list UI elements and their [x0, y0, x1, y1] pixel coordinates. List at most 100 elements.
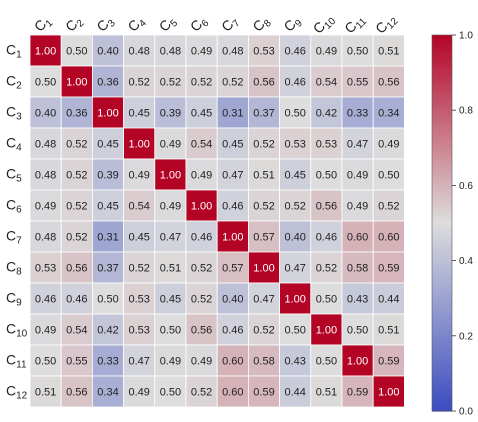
colorbar-gradient-segment [432, 364, 452, 368]
cell-value-label: 0.52 [128, 77, 149, 89]
heatmap-cell [279, 65, 312, 98]
cell-value-label: 0.51 [316, 387, 337, 399]
heatmap-cell [123, 189, 156, 222]
colorbar-gradient-segment [432, 342, 452, 346]
heatmap-cell [372, 220, 405, 253]
colorbar-gradient-segment [432, 63, 452, 67]
cell-value-label: 0.45 [97, 139, 118, 151]
colorbar-gradient-segment [432, 122, 452, 127]
cell-value-label: 0.40 [284, 232, 305, 244]
colorbar-gradient-segment [432, 201, 452, 205]
colorbar-gradient-segment [432, 389, 452, 393]
colorbar-gradient-segment [432, 157, 452, 161]
y-tick-label: C1 [6, 42, 22, 61]
cell-value-label: 0.51 [35, 387, 56, 399]
heatmap-cell [216, 158, 249, 191]
colorbar-gradient-segment [432, 94, 452, 99]
colorbar-gradient-segment [432, 238, 452, 243]
heatmap-cell [372, 282, 405, 315]
cell-value-label: 0.49 [191, 46, 212, 58]
colorbar-gradient-segment [432, 166, 452, 171]
cell-value-label: 0.50 [284, 325, 305, 337]
cell-value-label: 0.49 [378, 139, 399, 151]
cell-value-label: 0.49 [316, 46, 337, 58]
cell-value-label: 0.46 [222, 201, 243, 213]
y-tick-labels: C1 C2 C3 C4 C5 C6 C7 C8 C9 C10 C11 C12 [6, 42, 28, 402]
heatmap-cell [310, 313, 343, 346]
cell-value-label: 0.50 [35, 356, 56, 368]
cell-value-label: 0.36 [97, 77, 118, 89]
heatmap-cell [310, 375, 343, 408]
colorbar-gradient-segment [432, 182, 452, 186]
colorbar-gradient-segment [432, 72, 452, 77]
colorbar-gradient-segment [432, 395, 452, 400]
x-tick-label: C8 [249, 12, 274, 37]
cell-value-label: 0.52 [253, 139, 274, 151]
heatmap-cell [247, 313, 280, 346]
colorbar-gradient-segment [432, 385, 452, 390]
cell-value-label: 0.47 [284, 263, 305, 275]
cell-value-label: 0.56 [66, 263, 87, 275]
x-tick-label: C1 [31, 12, 56, 37]
cell-value-label: 0.51 [378, 46, 399, 58]
cell-value-label: 0.52 [66, 170, 87, 182]
heatmap-cell [279, 282, 312, 315]
cell-value-label: 0.49 [160, 139, 181, 151]
y-tick-label: C3 [6, 104, 22, 123]
colorbar-gradient-segment [432, 310, 452, 315]
cell-value-label: 0.49 [191, 356, 212, 368]
colorbar-gradient-segment [432, 172, 452, 177]
cell-value-label: 0.50 [160, 325, 181, 337]
colorbar-frame [431, 34, 453, 412]
cell-value-label: 0.52 [253, 325, 274, 337]
colorbar-gradient-segment [432, 357, 452, 362]
cell-value-label: 0.42 [97, 325, 118, 337]
cell-value-label: 0.52 [128, 263, 149, 275]
heatmap-cell [29, 34, 62, 67]
cell-value-label: 0.59 [378, 263, 399, 275]
colorbar-gradient-segment [432, 285, 452, 290]
cell-value-label: 0.54 [191, 139, 212, 151]
cell-value-label: 0.49 [160, 201, 181, 213]
heatmap-cell [60, 344, 93, 377]
cell-value-label: 0.59 [347, 387, 368, 399]
cell-value-label: 0.49 [347, 170, 368, 182]
heatmap-cell [310, 127, 343, 160]
colorbar-gradient-segment [432, 370, 452, 374]
heatmap-cell [279, 220, 312, 253]
colorbar-gradient-segment [432, 326, 452, 331]
heatmap-cell [247, 344, 280, 377]
colorbar-gradient-segment [432, 335, 452, 340]
colorbar-gradient-segment [432, 185, 452, 190]
x-tick-label: C10 [310, 10, 339, 39]
colorbar-gradient-segment [432, 360, 452, 365]
colorbar-gradient-segment [432, 354, 452, 359]
colorbar-tick-label: 1.0 [459, 31, 473, 42]
cell-value-label: 0.47 [222, 170, 243, 182]
heatmap-cell [29, 158, 62, 191]
cell-value-label: 0.50 [97, 294, 118, 306]
cell-value-label: 0.47 [128, 356, 149, 368]
heatmap-cell [154, 96, 187, 129]
x-tick-label: C9 [280, 12, 305, 37]
y-tick-label: C5 [6, 166, 22, 185]
colorbar-gradient-segment [432, 288, 452, 293]
x-tick-label: C7 [218, 12, 243, 37]
heatmap-cell [92, 220, 125, 253]
heatmap-cell [123, 313, 156, 346]
cell-value-label: 0.46 [35, 294, 56, 306]
cell-value-label: 1.00 [97, 108, 118, 120]
colorbar-gradient-segment [432, 154, 452, 158]
cell-value-label: 0.50 [316, 170, 337, 182]
cell-value-label: 0.59 [253, 387, 274, 399]
cell-value-label: 0.50 [347, 325, 368, 337]
cell-value-label: 0.46 [66, 294, 87, 306]
cell-value-label: 0.39 [97, 170, 118, 182]
cell-value-label: 1.00 [160, 170, 181, 182]
cell-value-label: 0.50 [160, 387, 181, 399]
colorbar-gradient-segment [432, 197, 452, 202]
colorbar-gradient-segment [432, 60, 452, 64]
colorbar-gradient-segment [432, 188, 452, 193]
cell-value-label: 0.37 [253, 108, 274, 120]
